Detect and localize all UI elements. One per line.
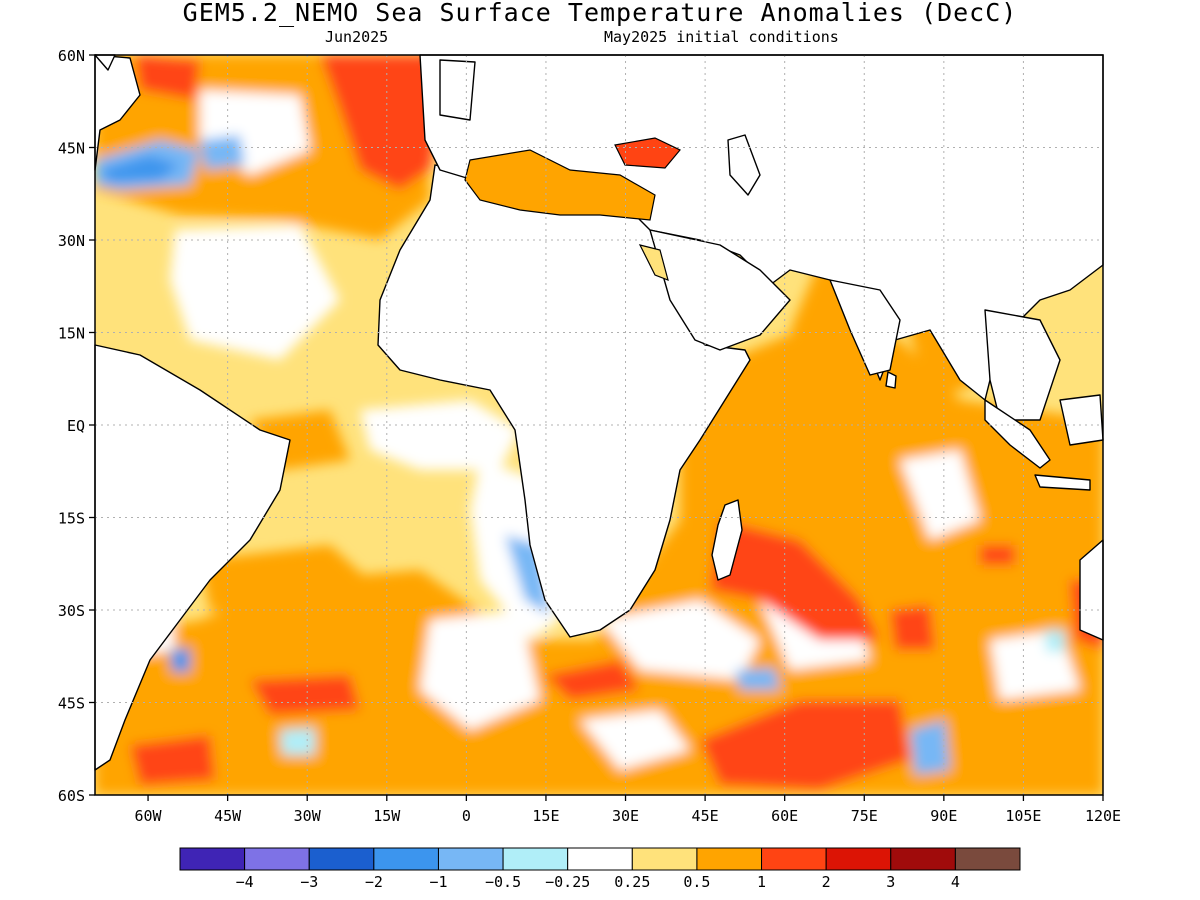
java-island	[1034, 474, 1091, 491]
lat-tick-label: 60S	[58, 787, 85, 805]
lat-tick-label: EQ	[67, 417, 85, 435]
colorbar-swatch	[890, 847, 956, 871]
lat-tick-label: 15S	[58, 510, 85, 528]
lat-tick-label: 15N	[58, 325, 85, 343]
lon-tick-label: 0	[462, 807, 471, 825]
lon-tick-label: 60W	[135, 807, 163, 825]
colorbar-label: 2	[822, 873, 831, 891]
colorbar-label: 0.5	[683, 873, 710, 891]
forecast-month: Jun2025	[325, 28, 389, 46]
colorbar-label: −3	[300, 873, 318, 891]
lon-tick-label: 105E	[1005, 807, 1041, 825]
colorbar-label: −4	[236, 873, 254, 891]
sri-lanka	[885, 371, 897, 389]
colorbar-label: −0.5	[485, 873, 521, 891]
lon-tick-label: 45W	[214, 807, 242, 825]
inland-seas	[464, 137, 681, 281]
colorbar-swatch	[696, 847, 763, 871]
lat-tick-label: 30S	[58, 602, 85, 620]
lon-tick-label: 90E	[930, 807, 957, 825]
initial-conditions-label: May2025 initial conditions	[604, 28, 839, 46]
continents	[94, 54, 1104, 771]
colorbar-swatch	[502, 847, 569, 871]
lat-tick-label: 45S	[58, 695, 85, 713]
colorbar-label: 3	[886, 873, 895, 891]
lat-tick-label: 30N	[58, 232, 85, 250]
lat-tick-label: 45N	[58, 140, 85, 158]
colorbar-label: 0.25	[614, 873, 650, 891]
colorbar-swatch	[631, 847, 698, 871]
colorbar-label: 1	[757, 873, 766, 891]
colorbar-swatch	[567, 847, 633, 871]
lon-tick-label: 75E	[851, 807, 878, 825]
lon-tick-label: 15E	[532, 807, 559, 825]
colorbar-label: 4	[951, 873, 960, 891]
lon-tick-label: 30W	[294, 807, 322, 825]
colorbar: −4 −3 −2 −1 −0.5 −0.25 0.25 0.5 1 2 3 4	[179, 847, 1021, 891]
lon-tick-label: 60E	[771, 807, 798, 825]
colorbar-swatch	[954, 847, 1021, 871]
colorbar-label: −2	[365, 873, 383, 891]
madagascar	[711, 499, 743, 581]
colorbar-swatch	[308, 847, 375, 871]
lon-tick-label: 30E	[612, 807, 639, 825]
map-title: GEM5.2_NEMO Sea Surface Temperature Anom…	[182, 0, 1018, 27]
lon-tick-label: 120E	[1085, 807, 1121, 825]
southeast-asia	[984, 309, 1061, 421]
colorbar-swatch	[761, 847, 827, 871]
colorbar-swatch	[437, 847, 504, 871]
indian-subcontinent	[829, 279, 901, 376]
map-gridlines	[95, 55, 1103, 795]
british-isles	[439, 59, 476, 121]
lon-tick-label: 45E	[692, 807, 719, 825]
colorbar-swatch	[244, 847, 310, 871]
lat-tick-label: 60N	[58, 47, 85, 65]
colorbar-swatch	[373, 847, 439, 871]
arabian-peninsula	[649, 229, 791, 351]
colorbar-swatch	[179, 847, 246, 871]
colorbar-label: −1	[429, 873, 447, 891]
map-axes: 60W 45W 30W 15W 0 15E 30E 45E 60E 75E 90E 105E 120E 6…	[58, 47, 1121, 825]
colorbar-label: −0.25	[545, 873, 590, 891]
colorbar-swatch	[825, 847, 892, 871]
sumatra-island	[984, 399, 1051, 469]
lon-tick-label: 15W	[373, 807, 401, 825]
caspian-sea	[727, 134, 761, 196]
south-america-landmass	[94, 344, 291, 771]
